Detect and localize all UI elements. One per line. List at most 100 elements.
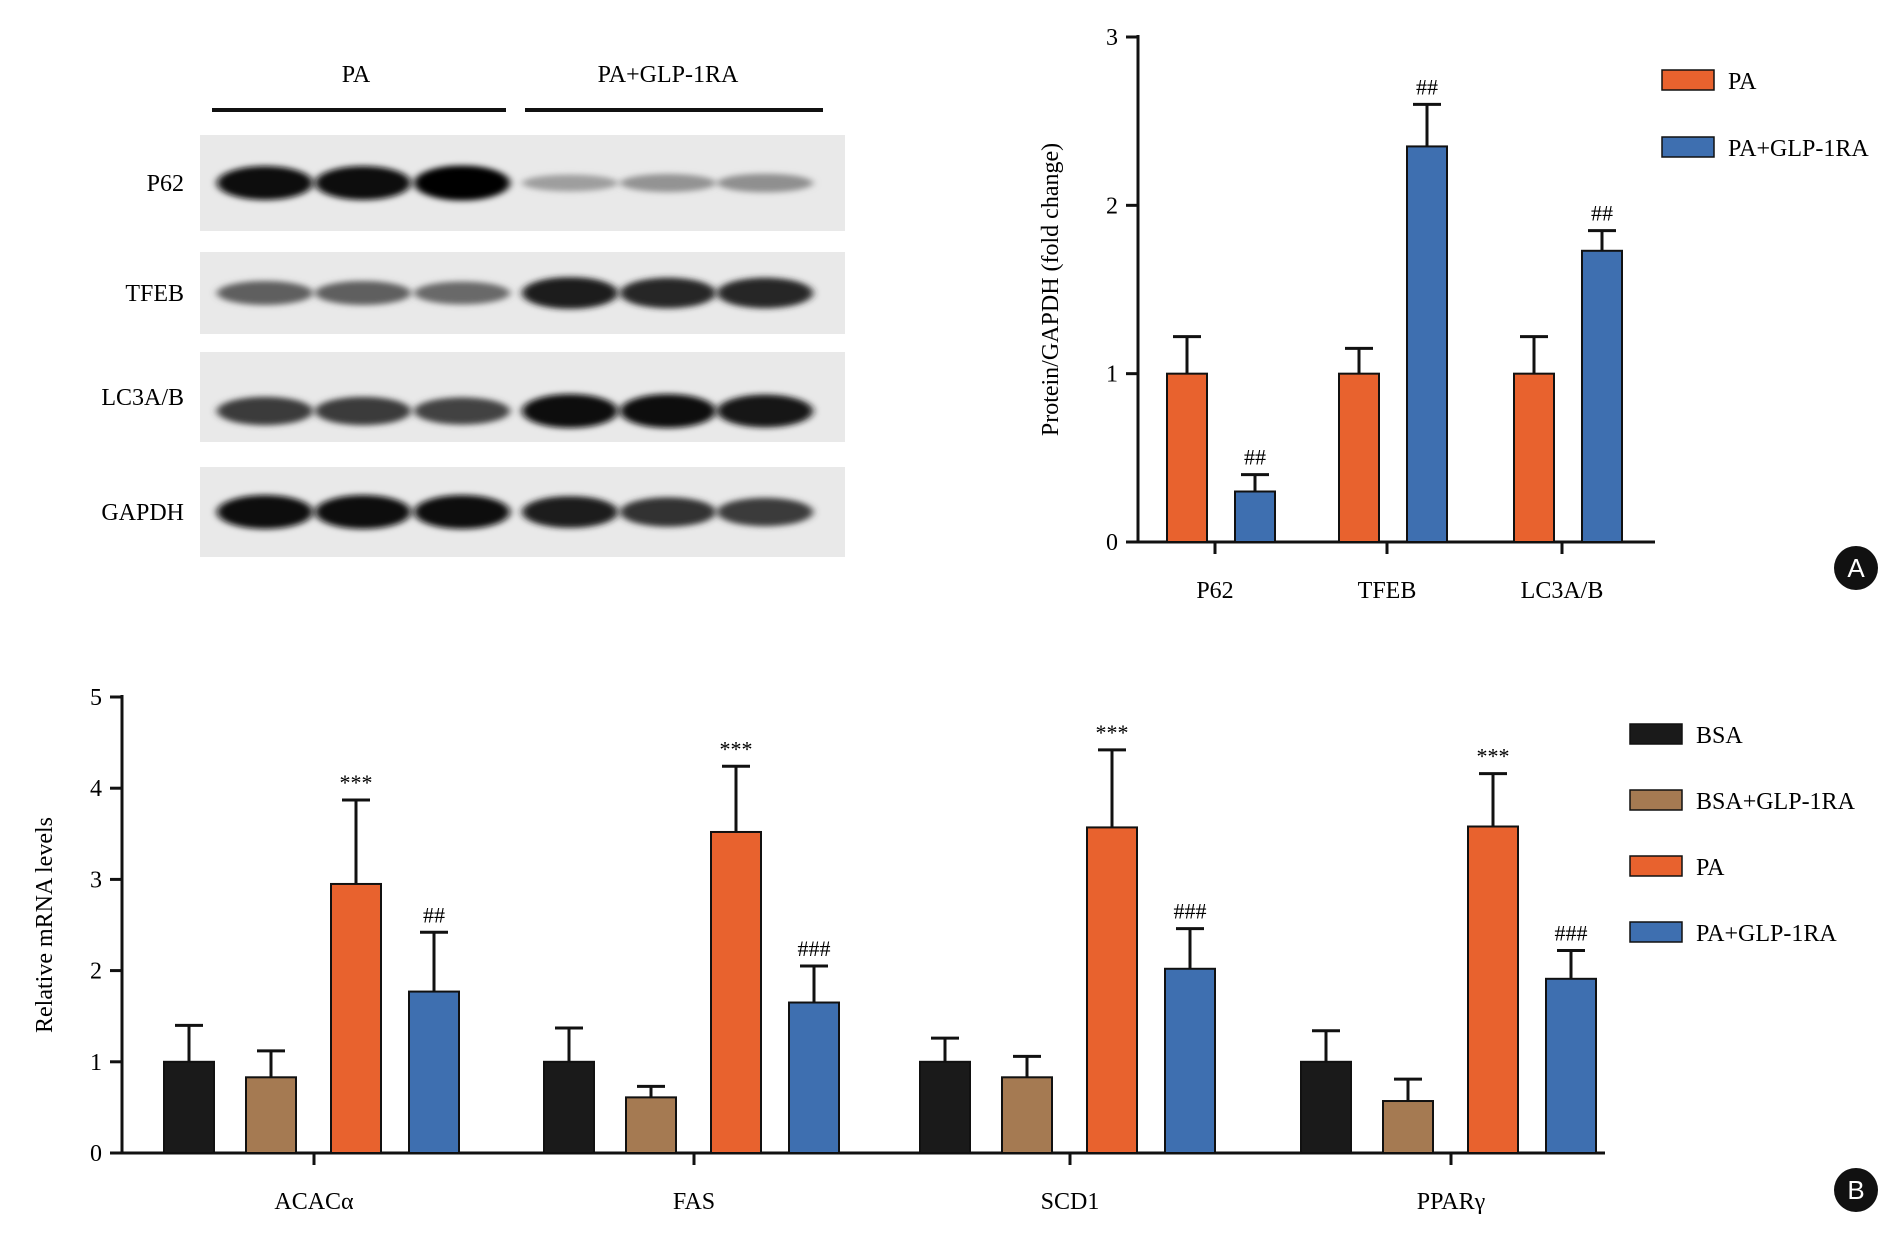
x-tick-label-lc3a-b: LC3A/B <box>1521 578 1604 604</box>
blot-band <box>620 173 716 193</box>
significance-marker: ### <box>798 936 831 961</box>
bar-bsa-glp-1ra-scd1 <box>1001 1076 1053 1154</box>
bar-pa-tfeb <box>1338 372 1380 543</box>
blot-band <box>217 396 313 426</box>
x-tick-label-scd1: SCD1 <box>1041 1189 1100 1215</box>
blot-band <box>522 174 618 192</box>
bar-pa-p62 <box>1166 372 1208 543</box>
x-tick-label-ppar: PPARγ <box>1417 1189 1486 1215</box>
blot-band <box>315 396 411 426</box>
significance-marker: ### <box>1555 921 1588 946</box>
legend-swatch-bsa <box>1629 723 1683 745</box>
significance-marker: *** <box>340 770 373 795</box>
y-tick-label: 2 <box>90 959 102 985</box>
bar-bsa-glp-1ra-ppar <box>1382 1100 1434 1154</box>
significance-marker: *** <box>720 736 753 761</box>
blot-band <box>620 394 716 428</box>
legend-label-pa: PA <box>1728 69 1757 95</box>
y-tick-label: 4 <box>90 776 102 802</box>
legend-swatch-pa-glp-1ra <box>1629 921 1683 943</box>
bar-pa-lc3a-b <box>1513 372 1555 543</box>
blot-band <box>414 165 510 201</box>
bar-bsa-glp-1ra-acac <box>245 1076 297 1154</box>
bar-bsa-glp-1ra-fas <box>625 1096 677 1155</box>
x-tick-label-fas: FAS <box>673 1189 715 1215</box>
legend-label-bsa: BSA <box>1696 723 1743 749</box>
blot-band <box>315 280 411 306</box>
bar-pa-glp-1ra-lc3a-b <box>1581 249 1623 544</box>
blot-band <box>522 277 618 309</box>
blot-row-label: TFEB <box>125 281 184 307</box>
legend-swatch-bsa-glp-1ra <box>1629 789 1683 811</box>
blot-band <box>217 495 313 529</box>
bar-pa-scd1 <box>1086 826 1138 1155</box>
bar-pa-glp-1ra-scd1 <box>1164 967 1216 1154</box>
y-tick-label: 1 <box>1106 362 1118 388</box>
blot-row-lc3a-b: LC3A/B <box>101 352 845 442</box>
blot-band <box>414 495 510 529</box>
blot-band <box>414 397 510 425</box>
y-axis-label: Protein/GAPDH (fold change) <box>1038 143 1064 436</box>
y-tick-label: 3 <box>1106 25 1118 51</box>
legend-label-pa-glp-1ra: PA+GLP-1RA <box>1728 136 1869 162</box>
legend-label-bsa-glp-1ra: BSA+GLP-1RA <box>1696 789 1856 815</box>
blot-band <box>717 173 813 193</box>
bar-pa-glp-1ra-ppar <box>1545 977 1597 1154</box>
legend-swatch-pa-glp-1ra <box>1661 136 1715 158</box>
bar-bsa-ppar <box>1300 1060 1352 1155</box>
significance-marker: ## <box>1416 74 1438 99</box>
significance-marker: *** <box>1096 720 1129 745</box>
significance-marker: ## <box>1591 201 1613 226</box>
x-tick-label-p62: P62 <box>1196 578 1233 604</box>
bar-pa-fas <box>710 830 762 1154</box>
western-blot: PA PA+GLP-1RA P62 TFEB LC3A/B GAPDH <box>101 62 845 557</box>
x-tick-label-acac: ACACα <box>274 1189 354 1215</box>
bar-bsa-acac <box>163 1060 215 1155</box>
panel-label-b: B <box>1847 1175 1864 1205</box>
panel-label-a: A <box>1847 553 1865 583</box>
y-tick-label: 0 <box>90 1141 102 1167</box>
blot-band <box>717 394 813 428</box>
mrna-bar-chart: 0 1 2 3 4 5 Relative mRNA levels ACACα *** ## FAS *… <box>32 685 1856 1215</box>
y-tick-label: 1 <box>90 1050 102 1076</box>
bar-pa-acac <box>330 882 382 1155</box>
significance-marker: ### <box>1174 899 1207 924</box>
legend-label-pa-glp-1ra: PA+GLP-1RA <box>1696 921 1837 947</box>
blot-row-tfeb: TFEB <box>125 252 845 334</box>
y-tick-label: 2 <box>1106 193 1118 219</box>
blot-band <box>315 166 411 200</box>
bar-pa-glp-1ra-acac <box>408 990 460 1154</box>
y-tick-label: 5 <box>90 685 102 711</box>
bar-pa-glp-1ra-tfeb <box>1406 145 1448 544</box>
bar-pa-glp-1ra-fas <box>788 1001 840 1155</box>
blot-row-gapdh: GAPDH <box>101 467 845 557</box>
y-axis-label: Relative mRNA levels <box>32 817 58 1033</box>
blot-row-label: LC3A/B <box>101 385 184 411</box>
blot-band <box>717 277 813 309</box>
legend-swatch-pa <box>1661 69 1715 91</box>
blot-band <box>217 166 313 200</box>
significance-marker: ## <box>423 902 445 927</box>
panel-badge-b: B <box>1834 1168 1878 1212</box>
blot-band <box>414 281 510 305</box>
panel-badge-a: A <box>1834 546 1878 590</box>
protein-bar-chart: 0 1 2 3 Protein/GAPDH (fold change) P62 ## TFEB… <box>1038 25 1869 604</box>
legend-label-pa: PA <box>1696 855 1725 881</box>
blot-row-label: P62 <box>147 171 184 197</box>
blot-band <box>522 394 618 428</box>
blot-row-label: GAPDH <box>101 500 184 526</box>
bar-bsa-scd1 <box>919 1060 971 1155</box>
blot-group-label-pa-glp1ra: PA+GLP-1RA <box>598 62 739 88</box>
x-tick-label-tfeb: TFEB <box>1358 578 1417 604</box>
blot-row-p62: P62 <box>147 135 845 231</box>
bar-pa-ppar <box>1467 825 1519 1155</box>
legend-swatch-pa <box>1629 855 1683 877</box>
blot-group-label-pa: PA <box>342 62 371 88</box>
blot-band <box>217 280 313 306</box>
blot-band <box>315 495 411 529</box>
blot-band <box>620 277 716 309</box>
y-tick-label: 0 <box>1106 530 1118 556</box>
blot-membrane <box>200 352 845 442</box>
bar-pa-glp-1ra-p62 <box>1234 490 1276 543</box>
